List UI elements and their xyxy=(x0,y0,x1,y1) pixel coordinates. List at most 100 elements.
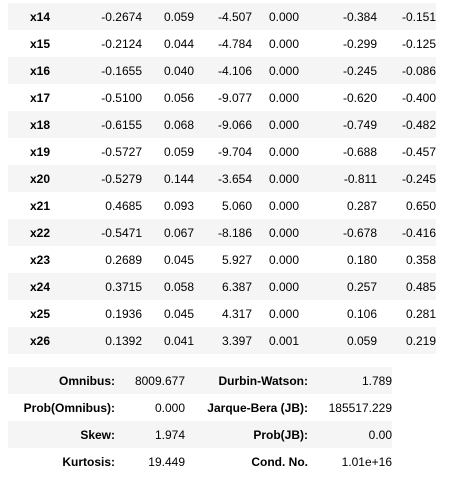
diag-value: 1.974 xyxy=(154,427,185,442)
p-value-cell: 0.000 xyxy=(268,36,299,51)
row-name: x15 xyxy=(29,36,50,51)
diag-value: 0.00 xyxy=(368,427,392,442)
table-row: x14 -0.2674 0.059 -4.507 0.000 -0.384 -0.151 xyxy=(8,3,436,30)
coef-cell: 0.4685 xyxy=(105,198,142,213)
t-stat-cell: 4.317 xyxy=(221,306,252,321)
table-row: Omnibus: 8009.677 Durbin-Watson: 1.789 xyxy=(8,367,392,394)
coef-cell: -0.2124 xyxy=(101,36,142,51)
std-err-cell: 0.056 xyxy=(163,90,194,105)
row-name: x26 xyxy=(29,333,50,348)
ci-lower-cell: -0.245 xyxy=(342,63,377,78)
ci-upper-cell: 0.650 xyxy=(405,198,436,213)
diag-value: 185517.229 xyxy=(328,400,392,415)
table-row: x15 -0.2124 0.044 -4.784 0.000 -0.299 -0.125 xyxy=(8,30,436,57)
ci-upper-cell: -0.086 xyxy=(401,63,436,78)
coef-cell: -0.2674 xyxy=(101,9,142,24)
ci-upper-cell: -0.400 xyxy=(401,90,436,105)
coef-cell: 0.1936 xyxy=(105,306,142,321)
row-name: x19 xyxy=(29,144,50,159)
coef-cell: -0.5727 xyxy=(101,144,142,159)
t-stat-cell: -9.066 xyxy=(217,117,252,132)
diag-label: Durbin-Watson: xyxy=(218,373,308,388)
p-value-cell: 0.000 xyxy=(268,9,299,24)
table-row: Skew: 1.974 Prob(JB): 0.00 xyxy=(8,421,392,448)
row-name: x20 xyxy=(29,171,50,186)
ci-lower-cell: 0.287 xyxy=(346,198,377,213)
p-value-cell: 0.000 xyxy=(268,225,299,240)
std-err-cell: 0.059 xyxy=(163,144,194,159)
ci-upper-cell: 0.358 xyxy=(405,252,436,267)
ci-lower-cell: -0.384 xyxy=(342,9,377,24)
coef-cell: -0.5471 xyxy=(101,225,142,240)
row-name: x24 xyxy=(29,279,50,294)
t-stat-cell: 3.397 xyxy=(221,333,252,348)
diag-label: Prob(JB): xyxy=(253,427,308,442)
coef-cell: 0.2689 xyxy=(105,252,142,267)
ci-lower-cell: -0.620 xyxy=(342,90,377,105)
diagnostics-table: Omnibus: 8009.677 Durbin-Watson: 1.789 Prob(… xyxy=(8,367,392,475)
ci-upper-cell: -0.125 xyxy=(401,36,436,51)
table-row: x25 0.1936 0.045 4.317 0.000 0.106 0.281 xyxy=(8,300,436,327)
p-value-cell: 0.000 xyxy=(268,90,299,105)
ci-upper-cell: -0.457 xyxy=(401,144,436,159)
std-err-cell: 0.045 xyxy=(163,306,194,321)
std-err-cell: 0.041 xyxy=(163,333,194,348)
table-row: x23 0.2689 0.045 5.927 0.000 0.180 0.358 xyxy=(8,246,436,273)
coef-cell: 0.1392 xyxy=(105,333,142,348)
p-value-cell: 0.000 xyxy=(268,306,299,321)
diag-value: 1.789 xyxy=(361,373,392,388)
std-err-cell: 0.059 xyxy=(163,9,194,24)
table-row: Kurtosis: 19.449 Cond. No. 1.01e+16 xyxy=(8,448,392,475)
diag-label: Prob(Omnibus): xyxy=(23,400,115,415)
row-name: x17 xyxy=(29,90,50,105)
ci-upper-cell: -0.245 xyxy=(401,171,436,186)
ci-upper-cell: -0.416 xyxy=(401,225,436,240)
diagnostics-table-body: Omnibus: 8009.677 Durbin-Watson: 1.789 Prob(… xyxy=(8,367,392,475)
diag-value: 8009.677 xyxy=(134,373,185,388)
p-value-cell: 0.000 xyxy=(268,63,299,78)
ci-upper-cell: -0.482 xyxy=(401,117,436,132)
table-row: x18 -0.6155 0.068 -9.066 0.000 -0.749 -0.482 xyxy=(8,111,436,138)
table-row: x26 0.1392 0.041 3.397 0.001 0.059 0.219 xyxy=(8,327,436,354)
row-name: x16 xyxy=(29,63,50,78)
coef-cell: -0.5100 xyxy=(101,90,142,105)
row-name: x22 xyxy=(29,225,50,240)
table-row: x21 0.4685 0.093 5.060 0.000 0.287 0.650 xyxy=(8,192,436,219)
ci-lower-cell: 0.180 xyxy=(346,252,377,267)
p-value-cell: 0.000 xyxy=(268,198,299,213)
coefficient-table-body: x14 -0.2674 0.059 -4.507 0.000 -0.384 -0.151 x1… xyxy=(8,3,436,354)
p-value-cell: 0.000 xyxy=(268,144,299,159)
ci-upper-cell: -0.151 xyxy=(401,9,436,24)
t-stat-cell: -9.077 xyxy=(217,90,252,105)
ci-lower-cell: 0.257 xyxy=(346,279,377,294)
ci-lower-cell: -0.749 xyxy=(342,117,377,132)
table-row: x19 -0.5727 0.059 -9.704 0.000 -0.688 -0.457 xyxy=(8,138,436,165)
ci-lower-cell: -0.299 xyxy=(342,36,377,51)
diag-label: Kurtosis: xyxy=(62,454,115,469)
t-stat-cell: -8.186 xyxy=(217,225,252,240)
p-value-cell: 0.000 xyxy=(268,252,299,267)
ci-lower-cell: -0.678 xyxy=(342,225,377,240)
t-stat-cell: 6.387 xyxy=(221,279,252,294)
std-err-cell: 0.040 xyxy=(163,63,194,78)
t-stat-cell: -4.784 xyxy=(217,36,252,51)
p-value-cell: 0.000 xyxy=(268,279,299,294)
p-value-cell: 0.001 xyxy=(268,333,299,348)
ci-lower-cell: -0.688 xyxy=(342,144,377,159)
table-row: Prob(Omnibus): 0.000 Jarque-Bera (JB): 1855… xyxy=(8,394,392,421)
row-name: x21 xyxy=(29,198,50,213)
coefficient-table: x14 -0.2674 0.059 -4.507 0.000 -0.384 -0.151 x1… xyxy=(8,3,436,354)
table-row: x22 -0.5471 0.067 -8.186 0.000 -0.678 -0.416 xyxy=(8,219,436,246)
coef-cell: -0.1655 xyxy=(101,63,142,78)
table-row: x17 -0.5100 0.056 -9.077 0.000 -0.620 -0.400 xyxy=(8,84,436,111)
row-name: x18 xyxy=(29,117,50,132)
diag-label: Omnibus: xyxy=(59,373,115,388)
coef-cell: -0.5279 xyxy=(101,171,142,186)
ci-lower-cell: 0.059 xyxy=(346,333,377,348)
ci-upper-cell: 0.219 xyxy=(405,333,436,348)
std-err-cell: 0.068 xyxy=(163,117,194,132)
ci-upper-cell: 0.485 xyxy=(405,279,436,294)
t-stat-cell: -3.654 xyxy=(217,171,252,186)
std-err-cell: 0.058 xyxy=(163,279,194,294)
std-err-cell: 0.093 xyxy=(163,198,194,213)
